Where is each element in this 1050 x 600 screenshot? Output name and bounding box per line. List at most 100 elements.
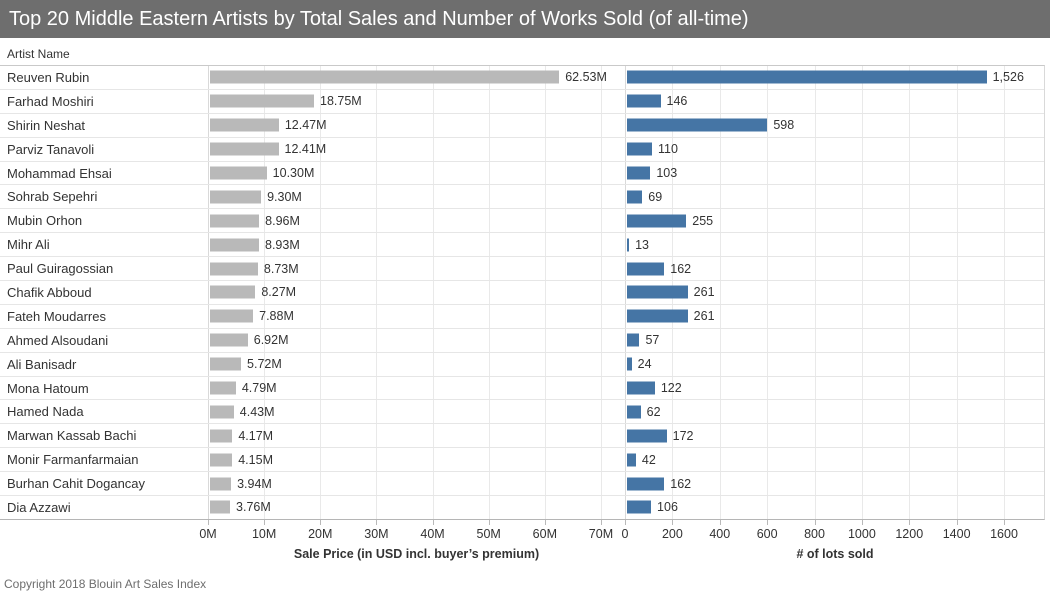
sales-value-label: 10.30M <box>272 166 315 180</box>
artist-name: Reuven Rubin <box>7 69 90 85</box>
axis-tick-label: 600 <box>756 527 778 541</box>
sales-bar[interactable] <box>210 309 254 323</box>
lots-axis: # of lots sold 0 200 400 600 800 1000 1200 1400… <box>622 520 1045 572</box>
left-chart-cell: 8.73M <box>208 257 625 281</box>
lots-bar[interactable] <box>627 142 652 156</box>
sales-bar[interactable] <box>210 214 260 228</box>
lots-bar[interactable] <box>627 166 651 180</box>
sales-bar[interactable] <box>210 500 231 514</box>
table-row: Paul Guiragossian 8.73M 162 <box>0 257 1044 282</box>
artist-name: Parviz Tanavoli <box>7 141 95 157</box>
left-chart-cell: 4.43M <box>208 400 625 424</box>
artist-name: Paul Guiragossian <box>7 261 114 277</box>
lots-value-label: 255 <box>692 213 714 228</box>
lots-value-label: 106 <box>657 500 678 515</box>
gridline <box>1004 66 1005 519</box>
lots-bar[interactable] <box>627 357 632 371</box>
gridline <box>956 66 958 519</box>
axis-tick <box>600 520 602 525</box>
artist-name: Mohammad Ehsai <box>7 165 112 181</box>
right-chart-cell: 261 <box>625 304 1045 328</box>
axis-tick <box>208 520 209 525</box>
left-chart-cell: 4.15M <box>208 448 625 472</box>
right-chart-cell: 261 <box>625 281 1045 304</box>
axis-tick <box>376 520 378 525</box>
lots-bar[interactable] <box>627 238 630 252</box>
table-row: Dia Azzawi 3.76M 106 <box>0 496 1044 519</box>
axis-tick-label: 1400 <box>942 527 971 541</box>
lots-bar[interactable] <box>627 405 641 419</box>
lots-bar[interactable] <box>627 118 768 132</box>
sales-value-label: 12.47M <box>284 118 327 133</box>
sales-bar[interactable] <box>210 453 233 467</box>
artist-name: Hamed Nada <box>7 404 84 420</box>
axis-tick-label: 0M <box>199 527 217 541</box>
artist-name: Marwan Kassab Bachi <box>7 428 137 444</box>
right-chart-cell: 146 <box>625 89 1045 113</box>
lots-bar[interactable] <box>627 214 687 228</box>
lots-bar[interactable] <box>627 453 636 467</box>
lots-bar[interactable] <box>627 500 652 514</box>
left-chart-cell: 5.72M <box>208 352 625 376</box>
left-chart-cell: 12.47M <box>208 113 625 137</box>
axis-tick <box>767 520 769 525</box>
artist-name: Mona Hatoum <box>7 380 89 396</box>
axis-tick <box>956 520 958 525</box>
lots-bar[interactable] <box>627 429 667 443</box>
artist-name: Ahmed Alsoudani <box>7 332 109 348</box>
sales-value-label: 7.88M <box>259 309 294 324</box>
table-row: Mohammad Ehsai 10.30M 103 <box>0 161 1044 186</box>
sales-value-label: 3.76M <box>236 500 271 515</box>
sales-bar[interactable] <box>210 405 234 419</box>
artist-name: Sohrab Sepehri <box>7 189 98 205</box>
sales-bar[interactable] <box>210 333 248 347</box>
axis-tick <box>544 520 546 525</box>
sales-value-label: 9.30M <box>267 189 302 204</box>
lots-bar[interactable] <box>627 262 665 276</box>
lots-value-label: 103 <box>656 166 678 180</box>
lots-bar[interactable] <box>627 477 665 491</box>
lots-bar[interactable] <box>627 190 643 204</box>
chart-title: Top 20 Middle Eastern Artists by Total S… <box>0 0 1050 38</box>
sales-bar[interactable] <box>210 238 259 252</box>
right-chart-cell: 255 <box>625 209 1045 233</box>
sales-bar[interactable] <box>210 70 560 84</box>
sales-bar[interactable] <box>210 94 314 108</box>
axis-tick-label: 20M <box>308 527 333 541</box>
sales-bar[interactable] <box>210 429 233 443</box>
sales-bar[interactable] <box>210 262 258 276</box>
lots-value-label: 13 <box>635 237 649 252</box>
sales-bar[interactable] <box>210 285 256 299</box>
sales-bar[interactable] <box>210 357 242 371</box>
sales-bar[interactable] <box>210 477 232 491</box>
lots-bar[interactable] <box>627 94 661 108</box>
sales-bar[interactable] <box>210 142 279 156</box>
table-row: Burhan Cahit Dogancay 3.94M 162 <box>0 472 1044 497</box>
axis-tick <box>488 520 490 525</box>
lots-bar[interactable] <box>627 70 987 84</box>
left-chart-cell: 3.94M <box>208 472 625 496</box>
axis-tick-label: 1000 <box>847 527 876 541</box>
sales-value-label: 18.75M <box>320 94 362 109</box>
sales-bar[interactable] <box>210 190 262 204</box>
sales-value-label: 4.43M <box>239 404 275 419</box>
axis-tick-label: 70M <box>588 527 614 541</box>
sales-bar[interactable] <box>210 166 267 180</box>
table-row: Chafik Abboud 8.27M 261 <box>0 281 1044 305</box>
lots-bar[interactable] <box>627 309 688 323</box>
sales-bar[interactable] <box>210 118 279 132</box>
axis-tick <box>1004 520 1005 525</box>
lots-bar[interactable] <box>627 285 688 299</box>
artist-name: Mihr Ali <box>7 237 50 253</box>
gridline <box>600 66 602 519</box>
lots-value-label: 110 <box>657 142 678 157</box>
left-chart-cell: 6.92M <box>208 328 625 352</box>
table-row: Hamed Nada 4.43M 62 <box>0 400 1044 425</box>
left-chart-cell: 8.96M <box>208 209 625 233</box>
lots-bar[interactable] <box>627 333 640 347</box>
lots-bar[interactable] <box>627 381 655 395</box>
right-chart-cell: 598 <box>625 113 1045 137</box>
gridline <box>814 66 816 519</box>
axis-tick-label: 50M <box>476 527 501 541</box>
sales-bar[interactable] <box>210 381 236 395</box>
